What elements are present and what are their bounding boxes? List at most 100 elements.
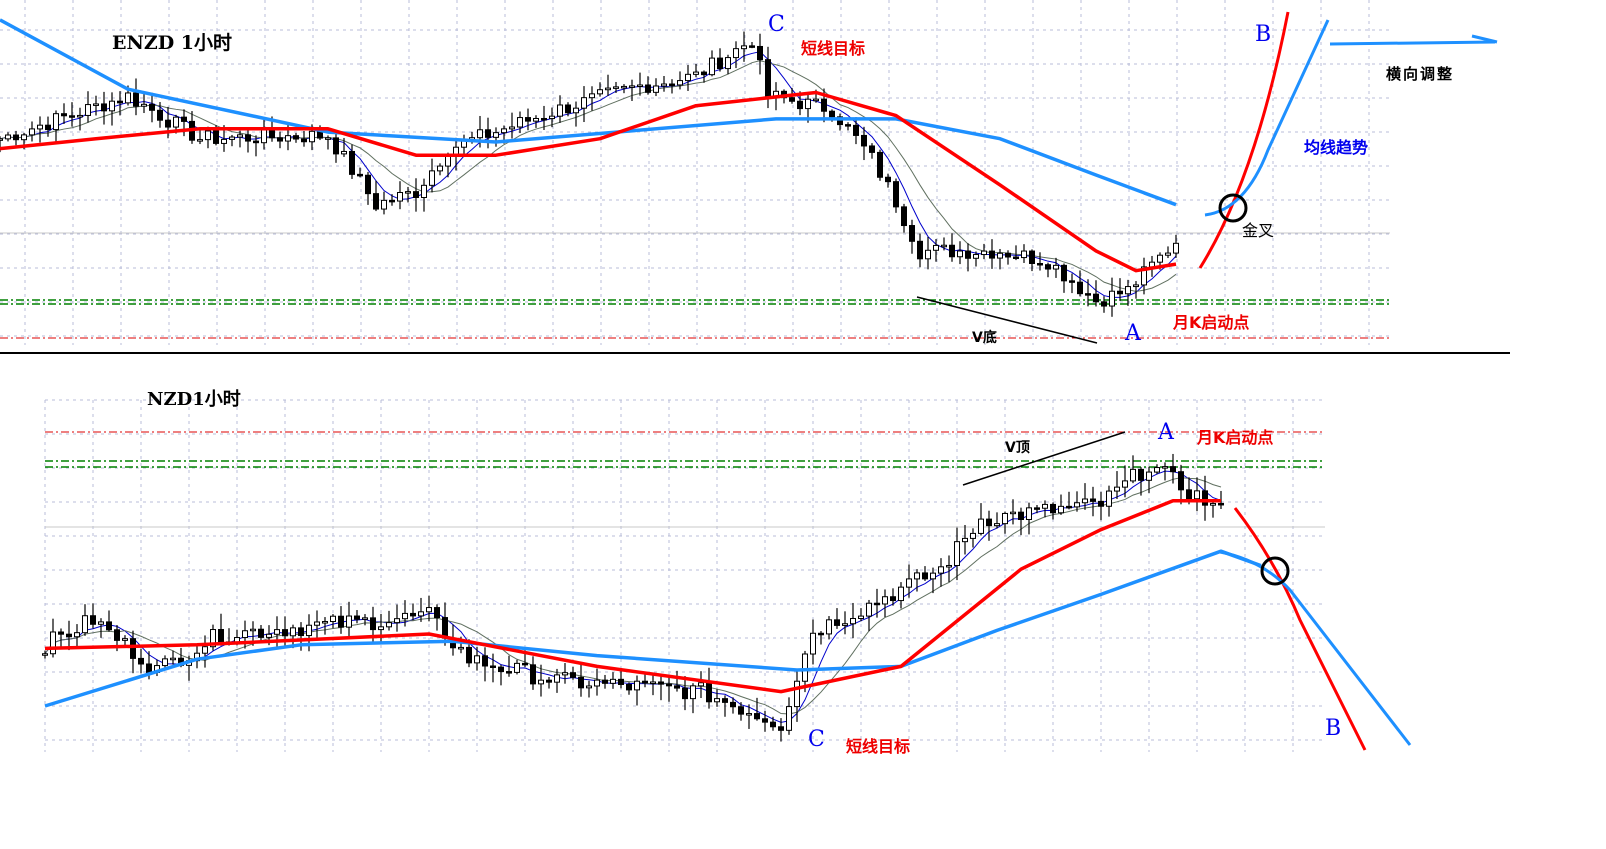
candle	[1093, 280, 1099, 307]
candle	[482, 647, 488, 682]
candle	[117, 91, 123, 116]
candle	[130, 630, 136, 674]
candle	[837, 113, 843, 131]
candle	[933, 239, 939, 262]
candle	[669, 79, 675, 94]
candle	[621, 84, 627, 94]
candle	[1018, 507, 1024, 536]
candle	[82, 604, 88, 636]
candle	[381, 191, 387, 215]
candle	[53, 110, 59, 144]
candle	[965, 243, 971, 272]
projected-red-ma-up	[1198, 11, 1290, 269]
candle	[645, 76, 651, 95]
candle	[725, 54, 731, 75]
candle	[69, 102, 75, 127]
candle	[74, 624, 80, 647]
candle	[978, 503, 984, 536]
top-a-label: A	[1125, 321, 1141, 346]
candle	[429, 158, 435, 193]
candle	[373, 180, 379, 212]
candle	[541, 105, 547, 131]
death-cross-circle	[1260, 556, 1290, 586]
candle	[1098, 491, 1104, 521]
candle	[1053, 257, 1059, 278]
candle	[346, 601, 352, 638]
v-bottom-trendline	[916, 296, 1098, 344]
ma-trend-label: 均线趋势	[1304, 138, 1369, 157]
candle	[1085, 279, 1091, 307]
candle	[637, 72, 643, 96]
candle	[562, 663, 568, 684]
sideways-arrow-head	[1471, 34, 1498, 44]
candle	[42, 650, 48, 659]
candle	[997, 248, 1003, 270]
candle	[877, 149, 883, 181]
candle	[421, 178, 427, 212]
candle	[733, 41, 739, 69]
candle	[5, 132, 11, 142]
candle	[397, 181, 403, 210]
candle	[1045, 262, 1051, 278]
candle	[954, 527, 960, 581]
candle	[1141, 257, 1147, 295]
candle	[930, 567, 936, 594]
candle	[530, 656, 536, 690]
candle	[461, 134, 467, 154]
candle	[98, 618, 104, 638]
candle	[410, 603, 416, 621]
candle	[634, 675, 640, 706]
candle	[189, 111, 195, 144]
candle	[666, 675, 672, 702]
candle	[1090, 486, 1096, 517]
candle	[882, 589, 888, 618]
mid-ma-line	[44, 499, 1221, 694]
candle	[1146, 466, 1152, 493]
candle	[210, 624, 216, 651]
candle	[869, 143, 875, 159]
candle	[898, 582, 904, 609]
candle	[349, 144, 355, 179]
candle	[746, 704, 752, 729]
candle	[925, 236, 931, 270]
candle	[354, 610, 360, 624]
candle	[301, 130, 307, 147]
candle	[949, 233, 955, 262]
candle	[685, 64, 691, 91]
candle	[1101, 296, 1107, 313]
candle	[1002, 511, 1008, 534]
candle	[517, 111, 523, 134]
candle	[413, 178, 419, 212]
candle	[1178, 464, 1184, 505]
candle	[973, 251, 979, 267]
candle	[253, 135, 259, 157]
candle	[909, 219, 915, 254]
candle	[285, 122, 291, 151]
candle	[1133, 281, 1139, 299]
candle	[261, 119, 267, 150]
candle	[1066, 491, 1072, 510]
candle	[1037, 252, 1043, 271]
candle	[589, 86, 595, 111]
candle	[717, 48, 723, 72]
candle	[901, 203, 907, 233]
candle	[810, 619, 816, 665]
candle	[58, 628, 64, 649]
candle	[282, 616, 288, 648]
candle	[957, 241, 963, 265]
projected-red-ma-down	[1233, 507, 1367, 751]
sideways-arrow-line	[1329, 40, 1496, 46]
enzd-panel	[0, 18, 1179, 317]
candle	[498, 664, 504, 686]
candle	[0, 136, 3, 153]
top-short-target: 短线目标	[801, 39, 866, 58]
golden-cross-label: 金叉	[1242, 221, 1275, 240]
candle	[970, 528, 976, 548]
candle	[709, 50, 715, 77]
candle	[66, 620, 72, 651]
candle	[106, 610, 112, 632]
candle	[442, 602, 448, 646]
candle	[922, 566, 928, 581]
candle	[1109, 277, 1115, 317]
candle	[37, 116, 43, 143]
